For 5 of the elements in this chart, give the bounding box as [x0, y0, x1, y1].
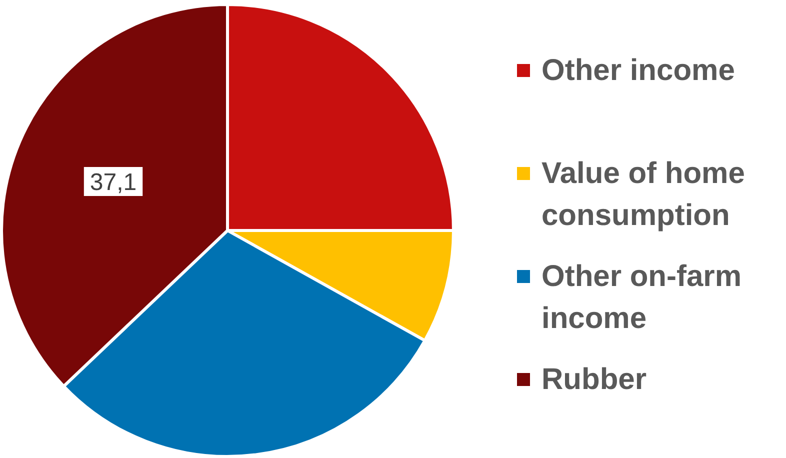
legend-label: Rubber — [542, 363, 647, 396]
legend-label: Other income — [542, 54, 735, 87]
legend-label: Other on-farm income — [542, 260, 742, 335]
legend-label: Value of home consumption — [542, 157, 745, 232]
data-label: 37,1 — [90, 168, 137, 196]
